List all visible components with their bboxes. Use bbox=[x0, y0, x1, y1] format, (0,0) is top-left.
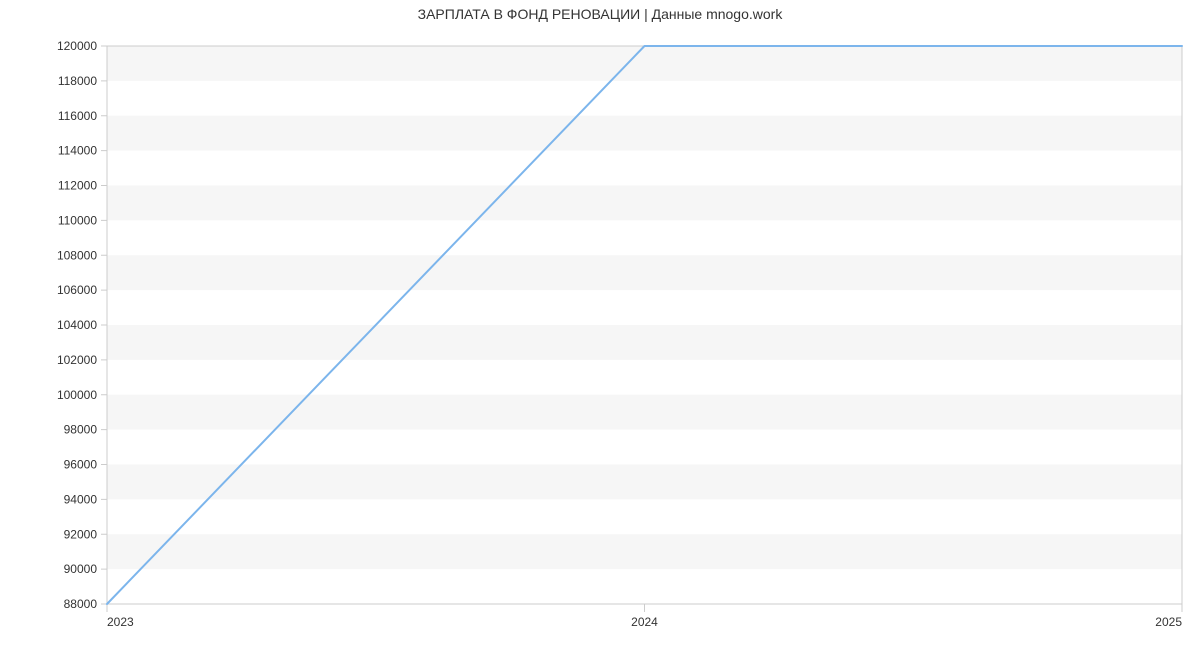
y-tick-label: 100000 bbox=[57, 388, 97, 402]
x-tick-label: 2025 bbox=[1155, 615, 1182, 629]
y-tick-label: 88000 bbox=[64, 597, 98, 611]
y-tick-label: 108000 bbox=[57, 248, 97, 262]
y-tick-label: 96000 bbox=[64, 458, 98, 472]
y-tick-label: 98000 bbox=[64, 423, 98, 437]
x-tick-label: 2023 bbox=[107, 615, 134, 629]
y-tick-label: 102000 bbox=[57, 353, 97, 367]
y-tick-label: 112000 bbox=[58, 179, 97, 193]
chart-svg: 88000 90000 92000 94000 96000 98000 100000 1020… bbox=[0, 0, 1200, 650]
y-tick-label: 106000 bbox=[57, 283, 97, 297]
x-tick-label: 2024 bbox=[631, 615, 658, 629]
y-tick-label: 92000 bbox=[64, 527, 98, 541]
salary-line-chart: ЗАРПЛАТА В ФОНД РЕНОВАЦИИ | Данные mnogo… bbox=[0, 0, 1200, 650]
chart-title: ЗАРПЛАТА В ФОНД РЕНОВАЦИИ | Данные mnogo… bbox=[0, 6, 1200, 22]
y-tick-label: 104000 bbox=[57, 318, 97, 332]
y-tick-label: 94000 bbox=[64, 492, 98, 506]
y-tick-label: 110000 bbox=[58, 213, 97, 227]
y-tick-label: 118000 bbox=[58, 74, 97, 88]
y-tick-label: 114000 bbox=[58, 144, 97, 158]
y-tick-label: 90000 bbox=[64, 562, 98, 576]
y-tick-label: 116000 bbox=[58, 109, 97, 123]
y-tick-label: 120000 bbox=[57, 39, 97, 53]
